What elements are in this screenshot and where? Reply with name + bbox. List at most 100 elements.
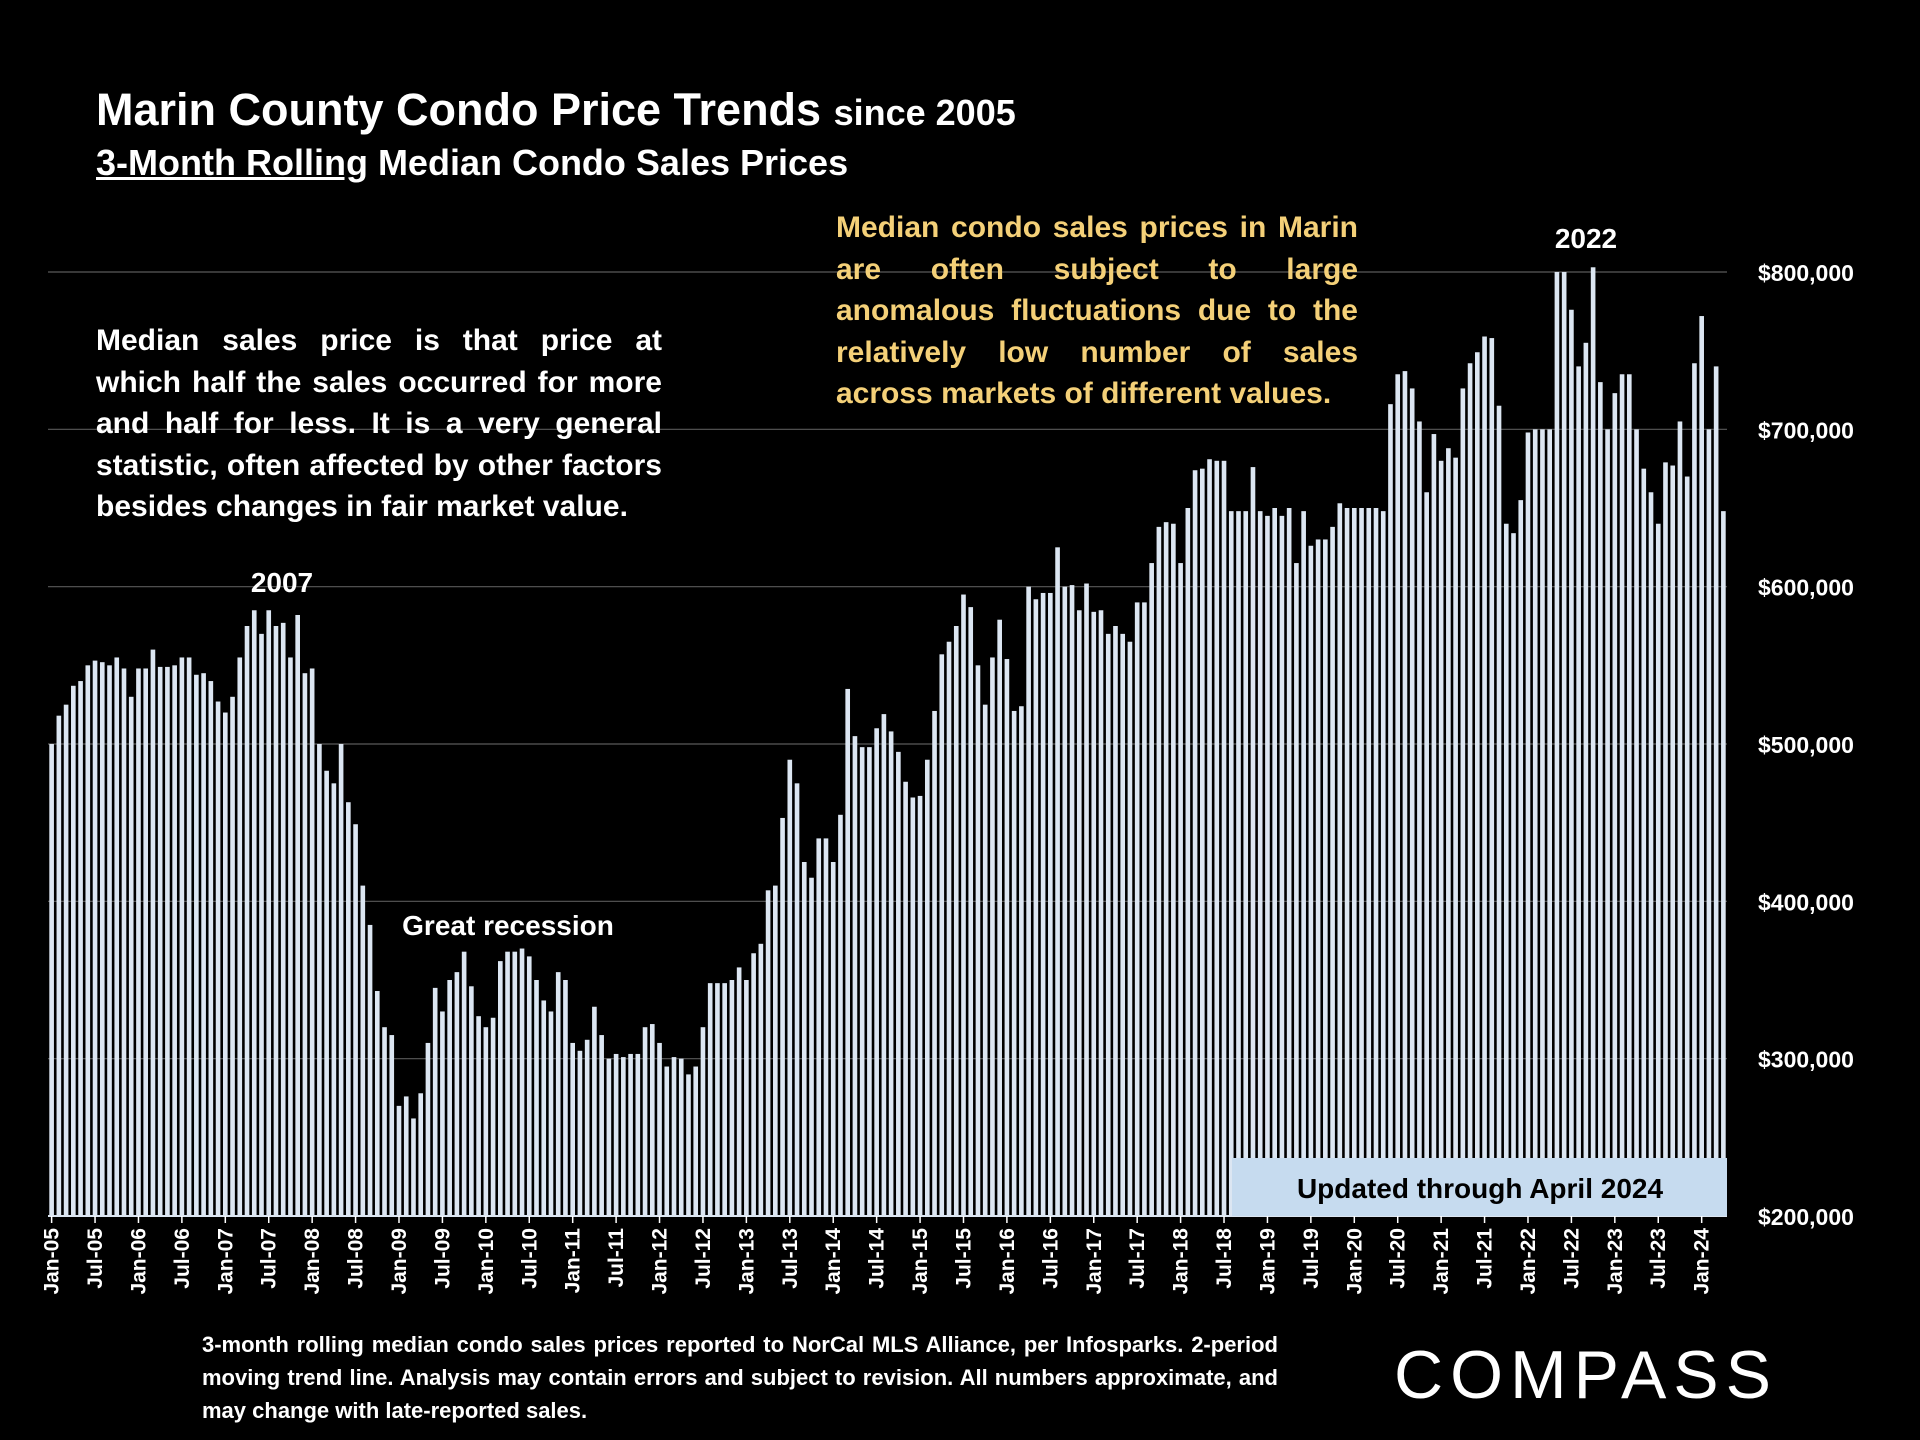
bar xyxy=(1663,462,1668,1217)
bar xyxy=(526,956,532,1216)
bar xyxy=(1185,508,1191,1216)
bar xyxy=(671,1057,677,1216)
x-tick-label: Jan-11 xyxy=(562,1228,585,1294)
bar xyxy=(1380,511,1386,1216)
bar xyxy=(1156,526,1162,1216)
bar xyxy=(1113,626,1118,1216)
bar xyxy=(635,1053,641,1216)
bar xyxy=(1670,465,1676,1216)
x-tick-label: Jul-21 xyxy=(1474,1228,1497,1289)
bar xyxy=(613,1053,619,1216)
bar xyxy=(1713,366,1719,1216)
bar xyxy=(1344,508,1350,1216)
bar xyxy=(1554,272,1560,1216)
bar xyxy=(1265,515,1270,1216)
bar xyxy=(483,1027,489,1216)
x-tick-label: Jul-13 xyxy=(779,1228,802,1289)
bar xyxy=(816,838,822,1216)
bar xyxy=(664,1066,670,1216)
bar xyxy=(773,885,778,1216)
bar xyxy=(939,654,945,1216)
bar xyxy=(577,1050,583,1216)
bar xyxy=(1576,366,1581,1216)
bar xyxy=(801,862,807,1216)
chart-title: Marin County Condo Price Trends since 20… xyxy=(96,84,1016,136)
bar xyxy=(780,817,785,1216)
x-tick-label: Jul-20 xyxy=(1387,1228,1410,1289)
bar xyxy=(1699,316,1704,1216)
x-tick-label: Jul-19 xyxy=(1300,1228,1323,1289)
bar xyxy=(1431,434,1437,1216)
bar xyxy=(896,751,901,1216)
bar xyxy=(143,668,149,1216)
bar xyxy=(838,814,843,1216)
bar xyxy=(150,649,156,1216)
bar xyxy=(975,665,981,1216)
bar xyxy=(251,610,257,1216)
x-tick-label: Jul-05 xyxy=(84,1228,107,1289)
bar xyxy=(1214,460,1220,1216)
bar xyxy=(165,666,170,1216)
bar xyxy=(273,626,279,1216)
bar xyxy=(302,673,308,1216)
bar xyxy=(1496,405,1502,1216)
updated-badge-label: Updated through April 2024 xyxy=(1297,1173,1664,1204)
bar xyxy=(266,610,272,1216)
y-tick-label: $700,000 xyxy=(1758,417,1854,443)
annotations: 2007 Great recession 2022 Updated through A… xyxy=(251,223,1727,1216)
x-tick-label: Jan-20 xyxy=(1343,1228,1366,1295)
bar xyxy=(1019,706,1024,1216)
bar xyxy=(1243,511,1249,1216)
bar xyxy=(548,1011,554,1216)
bar xyxy=(128,696,134,1216)
x-tick-label: Jan-07 xyxy=(214,1228,237,1295)
bar xyxy=(56,715,62,1216)
bar xyxy=(1294,563,1299,1216)
annotation-2007: 2007 xyxy=(251,567,313,598)
bar xyxy=(534,980,539,1216)
bar xyxy=(1127,641,1133,1216)
bar xyxy=(1467,363,1473,1217)
bar xyxy=(425,1042,431,1216)
bar xyxy=(490,1017,496,1216)
y-tick-label: $800,000 xyxy=(1758,260,1854,286)
bar xyxy=(1228,511,1234,1216)
bar xyxy=(353,824,358,1216)
bar xyxy=(657,1042,662,1216)
bar xyxy=(903,781,908,1216)
bar xyxy=(1547,429,1553,1216)
bar xyxy=(194,674,199,1216)
updated-badge xyxy=(1232,1158,1727,1216)
bar xyxy=(1134,602,1140,1216)
x-tick-label: Jan-16 xyxy=(996,1228,1019,1295)
note-left: Median sales price is that price at whic… xyxy=(96,324,662,523)
bar xyxy=(1192,470,1198,1216)
bar xyxy=(382,1027,387,1216)
bar xyxy=(389,1035,395,1216)
x-tick-label: Jul-12 xyxy=(692,1228,715,1289)
bar xyxy=(324,770,329,1216)
bar xyxy=(1511,533,1516,1216)
bar xyxy=(1236,511,1241,1216)
bar xyxy=(1084,583,1089,1216)
x-axis: Jan-05 Jul-05 Jan-06 Jul-06 Jan-07 Jul-07 Jan-… xyxy=(41,1216,1714,1295)
bar xyxy=(555,972,561,1216)
bar xyxy=(1149,563,1154,1216)
bar xyxy=(1446,448,1451,1216)
bar xyxy=(867,747,872,1216)
bar xyxy=(1402,371,1408,1216)
bar xyxy=(136,668,141,1216)
bar xyxy=(1076,610,1082,1216)
bar xyxy=(280,622,286,1216)
bar xyxy=(1598,382,1603,1217)
bar xyxy=(1337,503,1343,1216)
bar xyxy=(1308,545,1314,1216)
x-tick-label: Jan-21 xyxy=(1430,1228,1453,1295)
x-tick-label: Jan-09 xyxy=(388,1228,411,1295)
bar xyxy=(1004,659,1010,1216)
bar xyxy=(505,951,510,1216)
bar xyxy=(1207,459,1212,1216)
bar xyxy=(215,701,221,1216)
bar xyxy=(1721,511,1726,1216)
bar xyxy=(758,943,764,1216)
